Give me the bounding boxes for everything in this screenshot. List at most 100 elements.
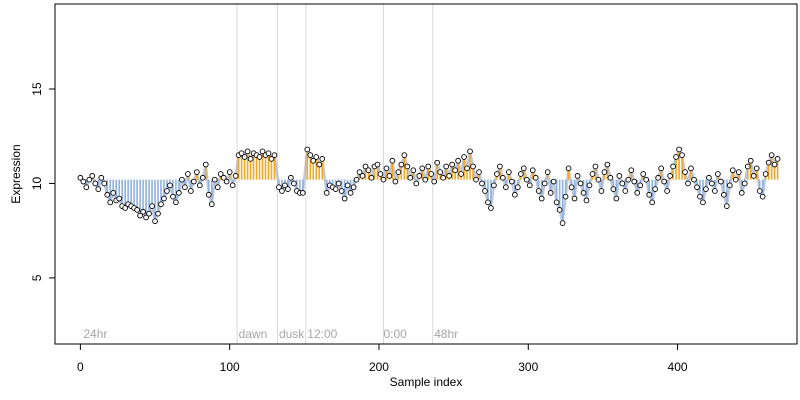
x-tick-label: 100 bbox=[220, 360, 240, 374]
data-point bbox=[726, 182, 733, 189]
data-point bbox=[741, 180, 748, 187]
data-point bbox=[107, 199, 114, 206]
data-point bbox=[694, 184, 700, 191]
data-point bbox=[196, 182, 203, 189]
data-point bbox=[98, 174, 105, 181]
data-point bbox=[750, 173, 757, 179]
data-point bbox=[199, 174, 206, 181]
data-point bbox=[164, 188, 170, 194]
data-point bbox=[643, 176, 650, 183]
data-point bbox=[434, 159, 441, 166]
data-point bbox=[482, 188, 488, 194]
data-point bbox=[631, 178, 638, 185]
data-point bbox=[556, 207, 563, 213]
data-point bbox=[368, 174, 375, 181]
data-point bbox=[494, 171, 500, 177]
data-point bbox=[365, 167, 372, 174]
data-point bbox=[359, 173, 366, 179]
data-point bbox=[143, 214, 149, 221]
data-point bbox=[176, 190, 182, 196]
data-point bbox=[193, 169, 200, 175]
data-point bbox=[291, 180, 297, 187]
data-point bbox=[226, 169, 233, 175]
data-point bbox=[356, 169, 363, 175]
data-point bbox=[568, 184, 575, 191]
data-point bbox=[431, 178, 438, 185]
data-point bbox=[506, 169, 512, 175]
data-point bbox=[664, 188, 670, 194]
data-point bbox=[735, 169, 742, 175]
data-point bbox=[759, 193, 766, 200]
annotation-label: dusk bbox=[279, 327, 305, 341]
points-layer bbox=[77, 146, 781, 226]
data-point bbox=[319, 156, 326, 162]
data-point bbox=[500, 174, 506, 181]
data-point bbox=[161, 195, 167, 202]
data-point bbox=[655, 174, 662, 181]
data-point bbox=[190, 178, 197, 185]
data-point bbox=[676, 146, 682, 153]
data-point bbox=[637, 182, 644, 189]
data-point bbox=[419, 165, 426, 172]
data-point bbox=[332, 186, 339, 192]
data-point bbox=[152, 218, 158, 225]
data-point bbox=[223, 178, 230, 185]
data-point bbox=[673, 154, 679, 160]
data-point bbox=[753, 165, 760, 172]
data-point bbox=[658, 165, 664, 172]
data-point bbox=[747, 157, 754, 164]
data-point bbox=[610, 186, 617, 192]
data-point bbox=[697, 193, 703, 200]
data-point bbox=[765, 159, 772, 166]
data-point bbox=[380, 176, 387, 183]
data-point bbox=[768, 152, 775, 158]
data-point bbox=[679, 152, 685, 158]
data-point bbox=[619, 180, 626, 187]
data-point bbox=[646, 191, 653, 198]
data-point bbox=[83, 184, 90, 191]
x-axis: 0 100 200 300 400 bbox=[77, 344, 688, 374]
data-point bbox=[122, 205, 129, 211]
data-point bbox=[89, 173, 96, 179]
data-point bbox=[185, 171, 191, 177]
x-tick-label: 0 bbox=[77, 360, 84, 374]
data-point bbox=[443, 163, 450, 170]
data-point bbox=[476, 169, 482, 175]
data-point bbox=[313, 154, 320, 160]
data-point bbox=[595, 176, 602, 183]
data-point bbox=[771, 161, 778, 168]
data-point bbox=[479, 180, 485, 187]
data-point bbox=[341, 195, 348, 202]
data-point bbox=[514, 184, 521, 191]
data-point bbox=[709, 180, 715, 187]
data-point bbox=[299, 190, 306, 196]
data-point bbox=[640, 171, 647, 177]
data-point bbox=[146, 210, 152, 217]
data-point bbox=[589, 171, 596, 177]
data-point bbox=[276, 184, 282, 191]
y-axis-title: Expression bbox=[9, 144, 23, 203]
data-point bbox=[535, 188, 542, 194]
data-point bbox=[661, 178, 667, 185]
data-point bbox=[247, 156, 254, 162]
data-point bbox=[622, 188, 629, 194]
data-point bbox=[700, 199, 706, 206]
data-point bbox=[395, 169, 402, 175]
data-point bbox=[688, 165, 694, 172]
data-point bbox=[229, 182, 236, 189]
data-point bbox=[232, 173, 239, 179]
data-point bbox=[544, 169, 551, 175]
data-point bbox=[282, 182, 288, 189]
data-point bbox=[550, 178, 557, 185]
data-point bbox=[307, 152, 314, 158]
data-point bbox=[652, 186, 659, 192]
data-point bbox=[583, 197, 590, 204]
data-point bbox=[703, 186, 709, 192]
data-point bbox=[732, 176, 739, 183]
data-point bbox=[715, 171, 721, 177]
data-point bbox=[404, 163, 411, 170]
data-point bbox=[440, 174, 447, 181]
data-point bbox=[374, 161, 381, 168]
data-point bbox=[706, 174, 712, 181]
